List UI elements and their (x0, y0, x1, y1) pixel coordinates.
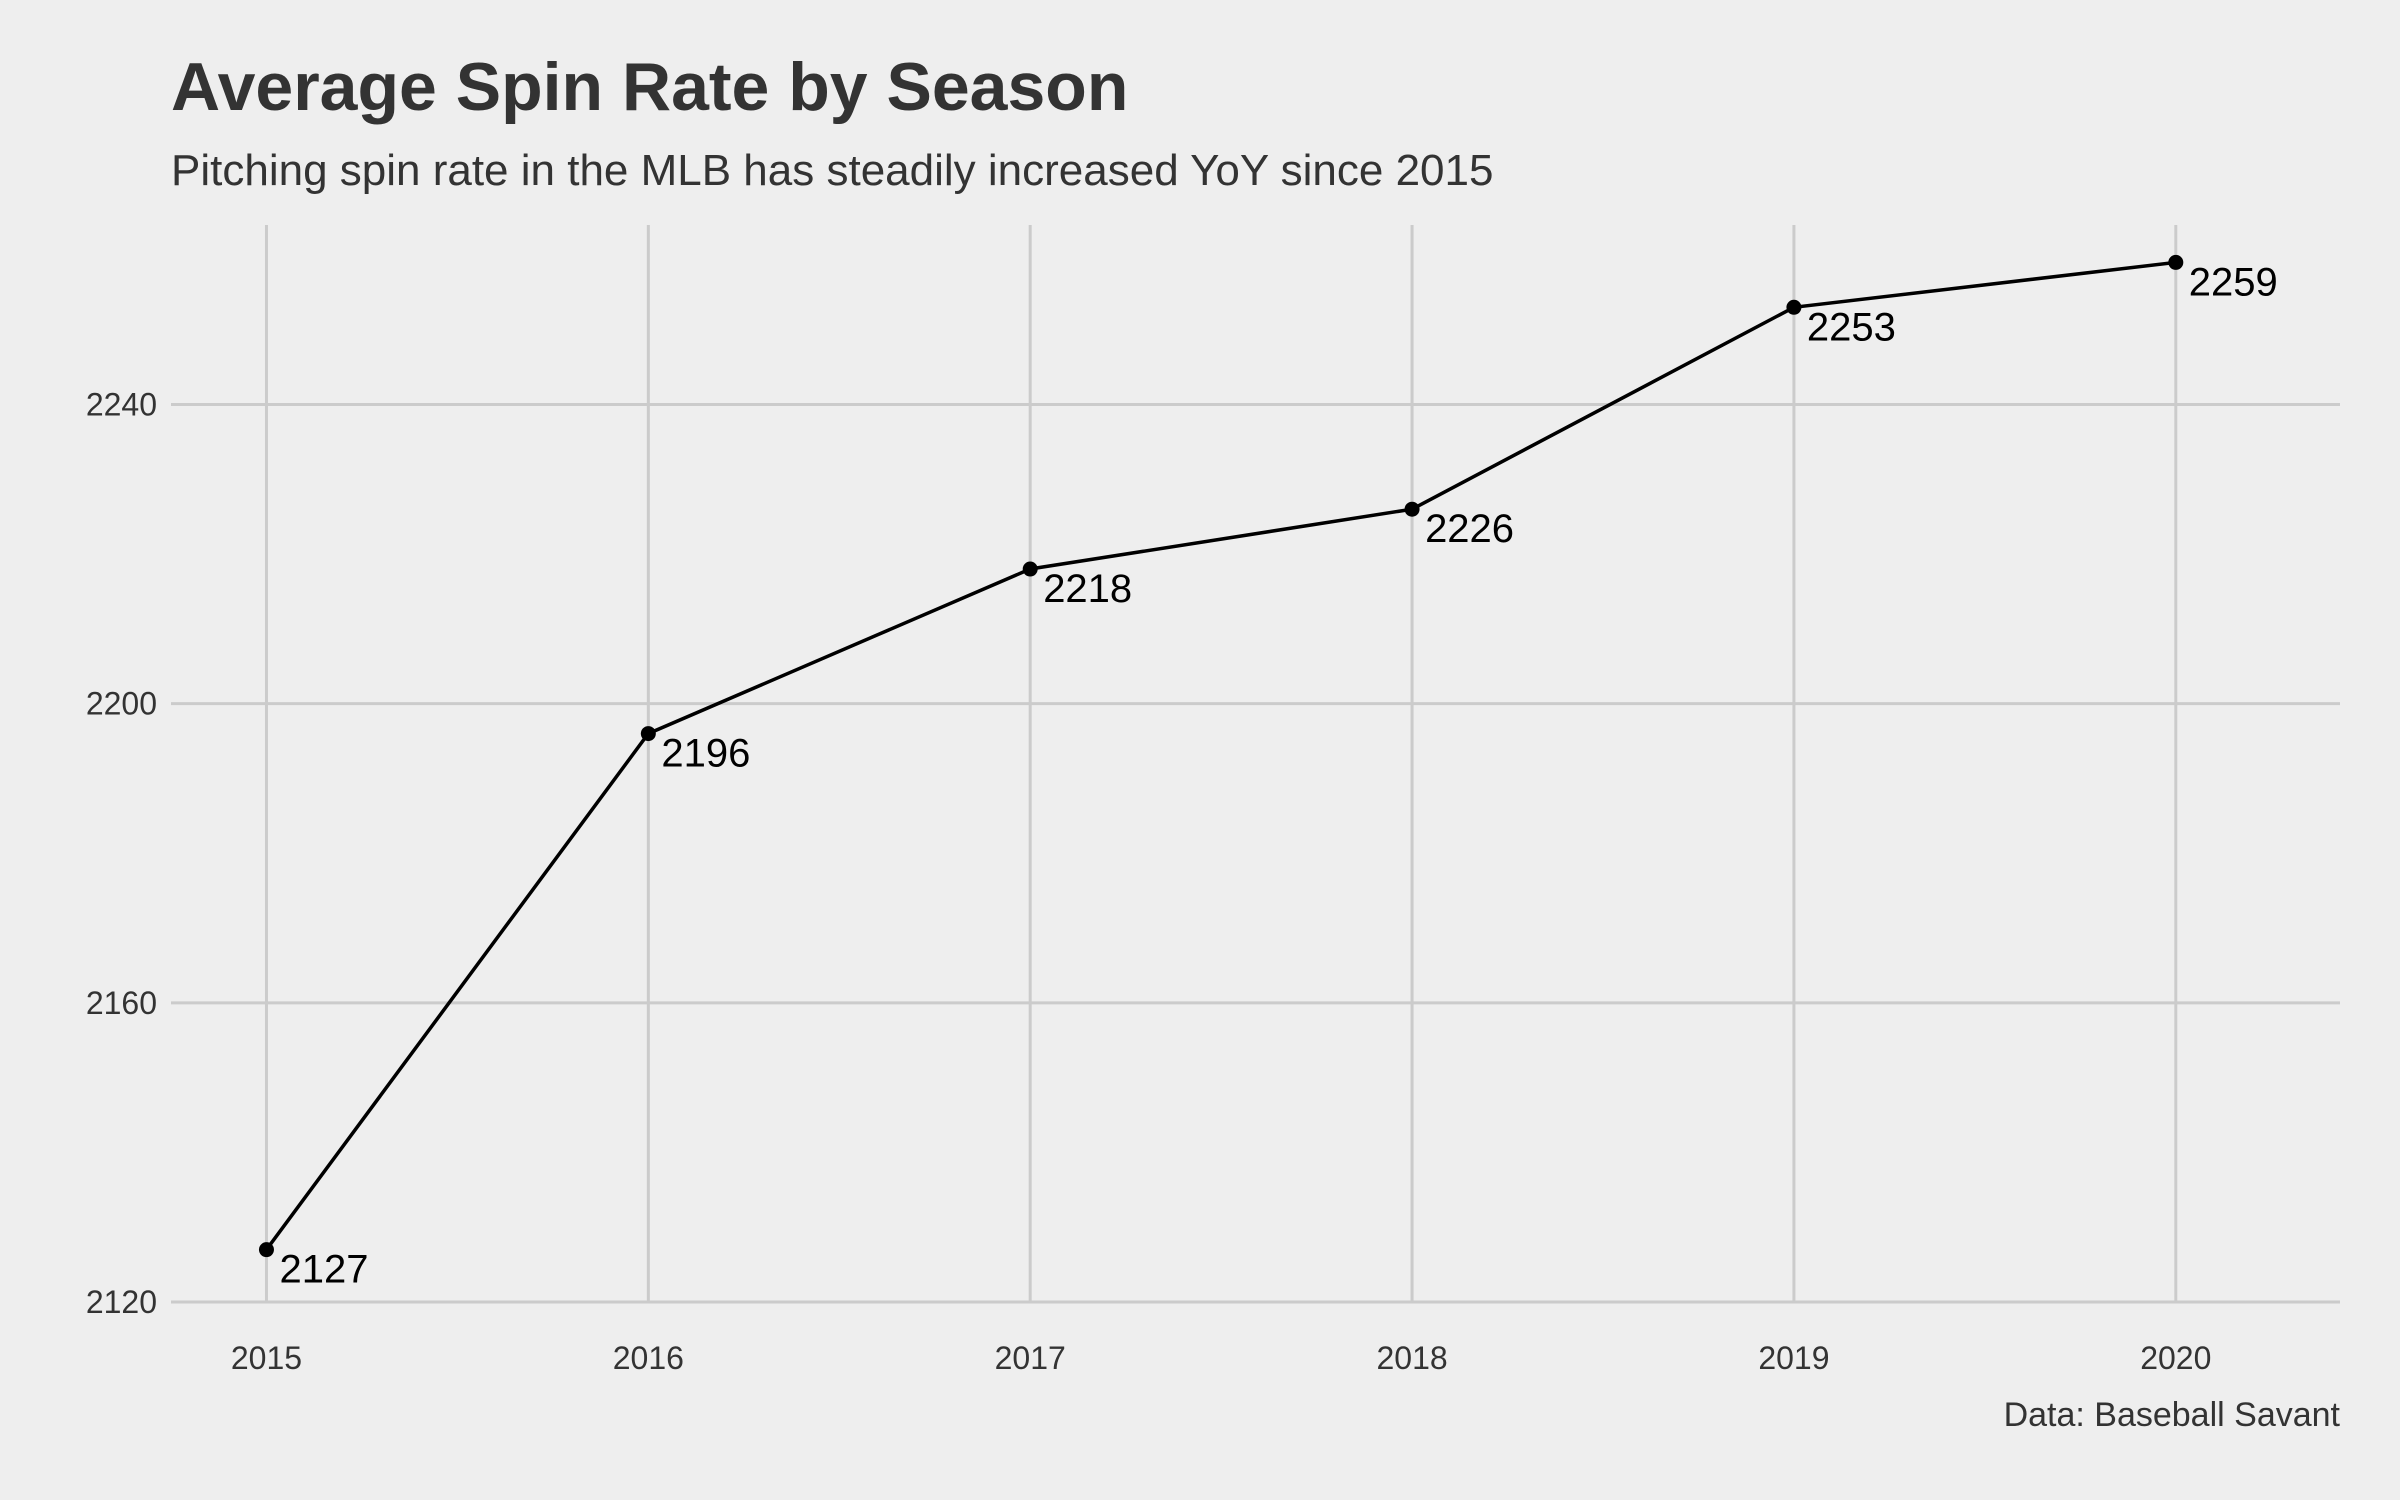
data-point (2168, 254, 2184, 270)
data-point (258, 1242, 274, 1258)
series-line (265, 260, 2177, 1251)
chart-title: Average Spin Rate by Season (171, 49, 1129, 125)
x-tick-label: 2015 (231, 1340, 302, 1376)
data-label: 2218 (1043, 567, 1132, 611)
grid-layer (171, 225, 2340, 1304)
y-tick-label: 2240 (86, 387, 157, 423)
x-tick-label: 2016 (613, 1340, 684, 1376)
data-point (1786, 299, 1802, 315)
y-tick-label: 2120 (86, 1284, 157, 1320)
x-tick-label: 2017 (995, 1340, 1066, 1376)
axis-labels-layer: 2015 2016 2017 2018 2019 2020 2120 2160 2200 2240 (86, 387, 2212, 1377)
data-point (1022, 561, 1038, 577)
x-tick-label: 2018 (1376, 1340, 1447, 1376)
x-tick-label: 2020 (2140, 1340, 2211, 1376)
data-label: 2259 (2189, 260, 2278, 304)
data-label: 2196 (661, 732, 750, 776)
y-tick-label: 2200 (86, 686, 157, 722)
data-point (1404, 501, 1420, 517)
data-label: 2226 (1425, 507, 1514, 551)
chart-subtitle: Pitching spin rate in the MLB has steadi… (171, 146, 1494, 195)
data-label: 2253 (1807, 305, 1896, 349)
data-labels-layer: 2127 2196 2218 2226 2253 2259 (279, 260, 2277, 1291)
series-layer (258, 254, 2184, 1258)
y-tick-label: 2160 (86, 985, 157, 1021)
x-tick-label: 2019 (1758, 1340, 1829, 1376)
chart-caption: Data: Baseball Savant (2003, 1396, 2340, 1434)
data-label: 2127 (279, 1248, 368, 1292)
data-point (640, 726, 656, 742)
